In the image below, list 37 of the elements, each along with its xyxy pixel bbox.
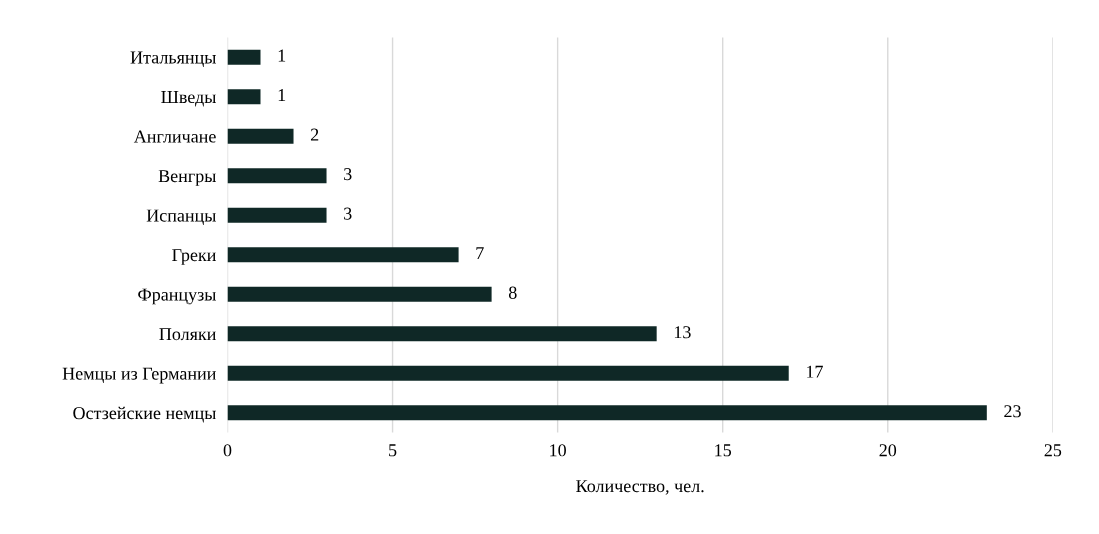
x-tick-label: 5: [389, 444, 397, 457]
x-axis-title: Количество, чел.: [576, 480, 704, 495]
y-tick-label: Поляки: [159, 328, 216, 341]
data-label: 8: [508, 286, 517, 299]
x-tick-label: 20: [879, 444, 897, 457]
bar: [227, 247, 459, 263]
data-label: 1: [278, 89, 286, 101]
bar: [227, 89, 261, 105]
x-tick-label: 10: [550, 444, 566, 457]
x-tick-label: 15: [715, 444, 732, 457]
data-label: 3: [344, 168, 352, 181]
y-tick-label: Испанцы: [146, 209, 216, 225]
bar: [227, 207, 327, 223]
data-label: 7: [476, 247, 484, 260]
bar: [227, 128, 294, 144]
data-label: 3: [344, 207, 352, 220]
data-label: 13: [674, 326, 691, 339]
y-tick-label: Англичане: [133, 130, 216, 143]
data-label: 17: [806, 365, 823, 378]
bar: [227, 168, 327, 184]
bar: [227, 49, 261, 65]
data-label: 1: [278, 49, 286, 62]
y-tick-label: Итальянцы: [130, 51, 216, 67]
bar: [227, 405, 987, 421]
y-tick-label: Французы: [138, 288, 216, 305]
y-tick-label: Немцы из Германии: [62, 367, 216, 384]
y-tick-label: Шведы: [161, 91, 216, 107]
data-label: 23: [1004, 405, 1021, 418]
y-tick-label: Остзейские немцы: [73, 406, 216, 423]
bar: [227, 365, 789, 381]
data-label: 2: [310, 128, 319, 141]
y-tick-label: Венгры: [158, 170, 216, 186]
bar: [227, 286, 492, 302]
bar: [227, 326, 657, 342]
y-tick-label: Греки: [172, 249, 216, 265]
x-tick-label: 0: [223, 444, 232, 457]
x-tick-label: 25: [1044, 444, 1062, 457]
